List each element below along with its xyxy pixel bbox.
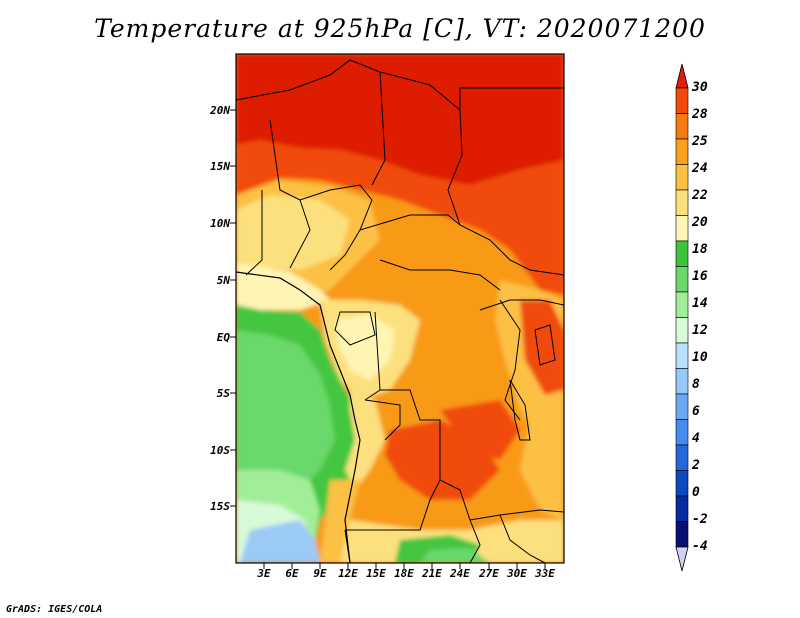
lat-label-5s: 5S bbox=[216, 387, 230, 400]
lat-label-10n: 10N bbox=[210, 217, 230, 230]
colorbar-segment bbox=[675, 317, 689, 344]
colorbar-segment bbox=[675, 495, 689, 522]
colorbar-label: 22 bbox=[692, 188, 708, 203]
credit-text: GrADS: IGES/COLA bbox=[6, 604, 103, 615]
colorbar-segment bbox=[675, 189, 689, 216]
colorbar-segment bbox=[675, 342, 689, 369]
lon-label-9e: 9E bbox=[313, 567, 327, 580]
lon-label-33e: 33E bbox=[535, 567, 555, 580]
colorbar-label: 25 bbox=[692, 134, 708, 149]
colorbar-top-arrow bbox=[675, 63, 689, 89]
lon-label-30e: 30E bbox=[507, 567, 527, 580]
coastline bbox=[236, 271, 361, 563]
colorbar-label: 18 bbox=[692, 242, 708, 257]
lat-label-15s: 15S bbox=[210, 500, 230, 513]
colorbar-segment bbox=[675, 138, 689, 165]
axis-ticks bbox=[230, 109, 546, 569]
colorbar-label: 24 bbox=[692, 161, 708, 176]
lat-label-15n: 15N bbox=[210, 160, 230, 173]
colorbar-label: 4 bbox=[692, 431, 700, 446]
colorbar-segment bbox=[675, 419, 689, 446]
colorbar-segment bbox=[675, 215, 689, 242]
colorbar-label: 20 bbox=[692, 215, 708, 230]
colorbar-bottom-arrow bbox=[675, 546, 689, 572]
lon-label-6e: 6E bbox=[285, 567, 299, 580]
colorbar-segment bbox=[675, 113, 689, 140]
lon-label-18e: 18E bbox=[394, 567, 414, 580]
colorbar-segment bbox=[675, 266, 689, 293]
colorbar-segment bbox=[675, 164, 689, 191]
colorbar-label: 10 bbox=[692, 350, 708, 365]
colorbar-label: -4 bbox=[692, 539, 708, 554]
colorbar-label: -2 bbox=[692, 512, 708, 527]
lat-label-10s: 10S bbox=[210, 444, 230, 457]
colorbar-segment bbox=[675, 444, 689, 471]
chart-title: Temperature at 925hPa [C], VT: 202007120… bbox=[94, 14, 706, 43]
colorbar-segment bbox=[675, 291, 689, 318]
colorbar-label: 8 bbox=[692, 377, 700, 392]
lon-label-21e: 21E bbox=[422, 567, 442, 580]
colorbar-label: 0 bbox=[692, 485, 700, 500]
colorbar bbox=[675, 63, 689, 572]
colorbar-label: 16 bbox=[692, 269, 708, 284]
lon-label-27e: 27E bbox=[479, 567, 499, 580]
colorbar-label: 2 bbox=[692, 458, 700, 473]
lon-label-15e: 15E bbox=[366, 567, 386, 580]
map-frame bbox=[235, 53, 565, 564]
colorbar-segment bbox=[675, 470, 689, 497]
colorbar-segment bbox=[675, 240, 689, 267]
lon-label-12e: 12E bbox=[338, 567, 358, 580]
colorbar-label: 12 bbox=[692, 323, 708, 338]
colorbar-label: 28 bbox=[692, 107, 708, 122]
colorbar-label: 14 bbox=[692, 296, 708, 311]
lon-label-24e: 24E bbox=[450, 567, 470, 580]
lat-label-20n: 20N bbox=[210, 104, 230, 117]
colorbar-label: 30 bbox=[692, 80, 708, 95]
colorbar-segment bbox=[675, 87, 689, 114]
colorbar-segment bbox=[675, 393, 689, 420]
colorbar-segment bbox=[675, 368, 689, 395]
colorbar-label: 6 bbox=[692, 404, 700, 419]
lat-label-eq: EQ bbox=[216, 331, 230, 344]
lat-label-5n: 5N bbox=[216, 274, 230, 287]
lon-label-3e: 3E bbox=[257, 567, 271, 580]
temperature-field bbox=[236, 54, 564, 563]
colorbar-segment bbox=[675, 521, 689, 548]
